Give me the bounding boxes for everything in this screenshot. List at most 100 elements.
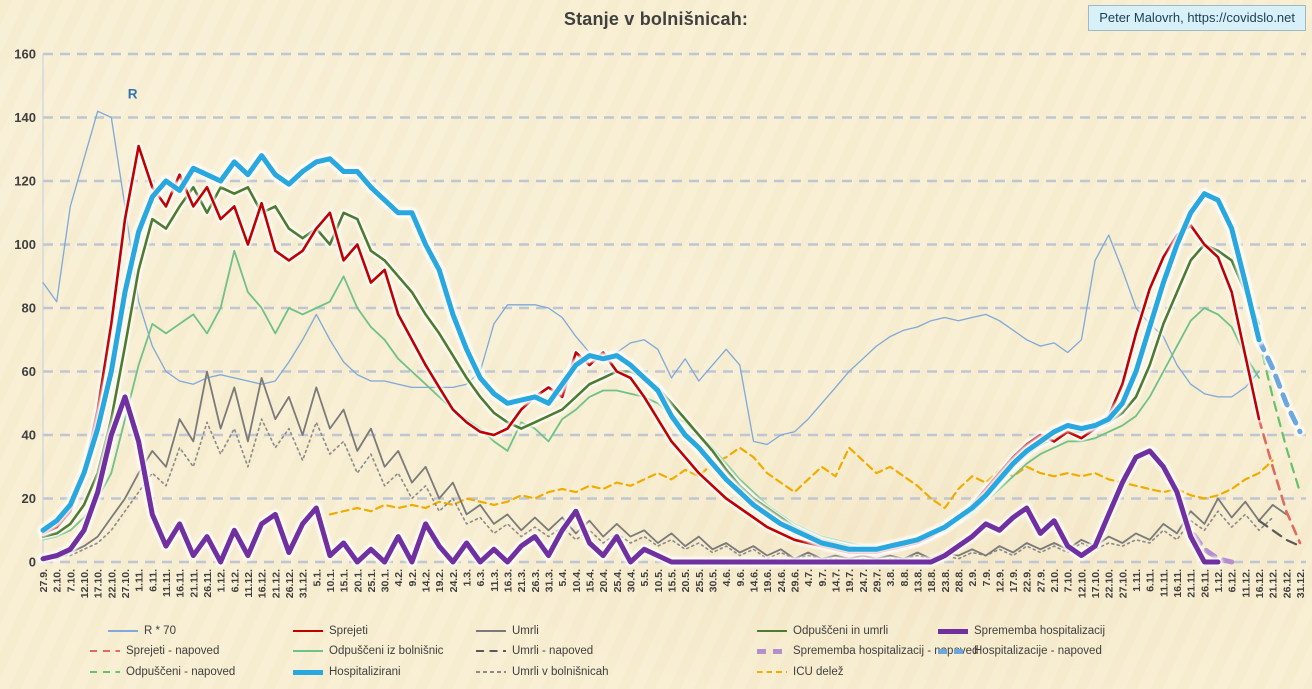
series-sprejeti-line: [41, 144, 1261, 554]
x-tick-label: 10.5.: [653, 569, 665, 592]
x-tick-label: 19.7.: [844, 569, 856, 592]
legend-label: Sprejeti: [329, 625, 368, 637]
x-tick-label: 26.12.: [1281, 569, 1293, 598]
legend-item-umrli-v-bolnisnicah[interactable]: Umrli v bolnišnicah: [476, 664, 609, 680]
x-tick-label: 1.12.: [1213, 569, 1225, 592]
series-hospitalizacije_napoved-line: [1256, 337, 1303, 435]
y-tick-label: 160: [14, 47, 36, 62]
y-tick-label: 120: [14, 174, 36, 189]
x-tick-label: 22.10.: [106, 569, 118, 598]
x-tick-label: 24.7.: [858, 569, 870, 592]
legend-item-sprememba-hospitalizacij[interactable]: Sprememba hospitalizacij: [938, 623, 1105, 639]
legend-swatch-icu-line: [757, 670, 787, 674]
x-tick-label: 26.11.: [202, 569, 214, 598]
x-tick-label: 29.6.: [790, 569, 802, 592]
legend-item-icu-delez[interactable]: ICU delež: [757, 664, 844, 680]
x-tick-label: 25.5.: [694, 569, 706, 592]
legend-item-r70[interactable]: R * 70: [108, 623, 176, 639]
x-tick-label: 12.9.: [994, 569, 1006, 592]
y-tick-label: 40: [22, 428, 36, 443]
legend-item-odpusceni-in-umrli[interactable]: Odpuščeni in umrli: [757, 623, 888, 639]
x-tick-label: 18.8.: [926, 569, 938, 592]
legend-swatch-hospitalizacije-napoved-line: [938, 648, 968, 654]
legend-swatch-r70-line: [108, 630, 138, 632]
legend-item-hospitalizacije-napoved[interactable]: Hospitalizacije - napoved: [938, 643, 1102, 659]
legend-swatch-odpusceni-napoved-line: [90, 670, 120, 674]
x-tick-label: 28.8.: [953, 569, 965, 592]
x-tick-label: 2.10.: [52, 569, 64, 592]
x-tick-label: 6.12.: [229, 569, 241, 592]
x-tick-label: 14.6.: [749, 569, 761, 592]
y-tick-label: 140: [14, 110, 36, 125]
x-tick-label: 12.10.: [1076, 569, 1088, 598]
x-tick-label: 22.10.: [1104, 569, 1116, 598]
x-tick-label: 20.5.: [680, 569, 692, 592]
x-tick-label: 13.8.: [912, 569, 924, 592]
x-tick-label: 14.7.: [831, 569, 843, 592]
legend-item-sprejeti-napoved[interactable]: Sprejeti - napoved: [90, 643, 219, 659]
x-tick-label: 31.3.: [544, 569, 556, 592]
x-tick-label: 14.2.: [421, 569, 433, 592]
legend-swatch-hospitalizirani-line: [293, 669, 323, 675]
x-tick-label: 4.7.: [803, 569, 815, 587]
x-tick-label: 1.12.: [216, 569, 228, 592]
x-tick-label: 3.8.: [885, 569, 897, 587]
y-gridlines: [43, 52, 1306, 564]
legend-label: ICU delež: [793, 666, 844, 678]
x-tick-label: 20.1.: [352, 569, 364, 592]
annotation-R: R: [128, 86, 138, 101]
x-tick-label: 6.11.: [1145, 569, 1157, 592]
x-tick-label: 27.10.: [1117, 569, 1129, 598]
legend-label: Umrli: [512, 625, 539, 637]
x-tick-label: 9.2.: [407, 569, 419, 587]
legend-swatch-umrli-line: [476, 630, 506, 632]
x-tick-label: 25.4.: [612, 569, 624, 592]
x-tick-label: 24.6.: [776, 569, 788, 592]
x-tick-label: 21.3.: [516, 569, 528, 592]
x-tick-label: 19.2.: [434, 569, 446, 592]
y-tick-label: 20: [22, 491, 36, 506]
legend-swatch-sprejeti-line: [293, 629, 323, 633]
x-tick-label: 10.4.: [571, 569, 583, 592]
legend-item-odpusceni-iz-bolnisnic[interactable]: Odpuščeni iz bolnišnic: [293, 643, 443, 659]
legend-swatch-umrli-napoved-line: [476, 649, 506, 653]
legend-item-umrli-napoved[interactable]: Umrli - napoved: [476, 643, 593, 659]
y-axis-labels: 0 20 40 60 80 100 120 140 160: [14, 47, 36, 570]
x-tick-label: 1.11.: [1131, 569, 1143, 592]
legend-swatch-odpusceni-in-umrli-line: [757, 629, 787, 633]
x-tick-label: 25.1.: [366, 569, 378, 592]
legend-swatch-sprejeti-napoved-line: [90, 649, 120, 653]
legend-swatch-odpusceni-iz-bolnisnic-line: [293, 650, 323, 652]
x-tick-label: 27.9.: [38, 569, 50, 592]
legend-item-sprememba-napoved[interactable]: Sprememba hospitalizacij - napoved: [757, 643, 978, 659]
x-tick-label: 30.1.: [380, 569, 392, 592]
x-axis-labels: 27.9. 2.10. 7.10. 12.10. 17.10. 22.10. 27.10. 1…: [38, 569, 1307, 598]
legend-item-sprejeti[interactable]: Sprejeti: [293, 623, 368, 639]
x-tick-label: 6.12.: [1227, 569, 1239, 592]
x-tick-label: 27.9.: [1035, 569, 1047, 592]
x-tick-label: 24.2.: [448, 569, 460, 592]
x-tick-label: 16.12.: [1254, 569, 1266, 598]
legend-item-odpusceni-napoved[interactable]: Odpuščeni - napoved: [90, 664, 235, 680]
x-tick-label: 21.11.: [188, 569, 200, 598]
series-icu-line: [328, 446, 1274, 516]
legend-item-hospitalizirani[interactable]: Hospitalizirani: [293, 664, 401, 680]
x-tick-label: 4.6.: [721, 569, 733, 587]
x-tick-label: 7.10.: [65, 569, 77, 592]
x-tick-label: 16.11.: [175, 569, 187, 598]
attribution-link[interactable]: Peter Malovrh, https://covidslo.net: [1088, 5, 1306, 31]
x-tick-label: 11.11.: [161, 569, 173, 597]
legend-item-umrli[interactable]: Umrli: [476, 623, 539, 639]
x-tick-label: 23.8.: [940, 569, 952, 592]
series-umrli_napoved-line: [1257, 519, 1302, 548]
x-tick-label: 15.4.: [585, 569, 597, 592]
x-tick-label: 1.11.: [134, 569, 146, 592]
x-tick-label: 6.3.: [475, 569, 487, 587]
x-tick-label: 5.4.: [557, 569, 569, 587]
x-tick-label: 7.9.: [981, 569, 993, 587]
legend-label: Odpuščeni iz bolnišnic: [329, 645, 444, 657]
x-tick-label: 26.11.: [1199, 569, 1211, 598]
x-tick-label: 11.11.: [1158, 569, 1170, 597]
